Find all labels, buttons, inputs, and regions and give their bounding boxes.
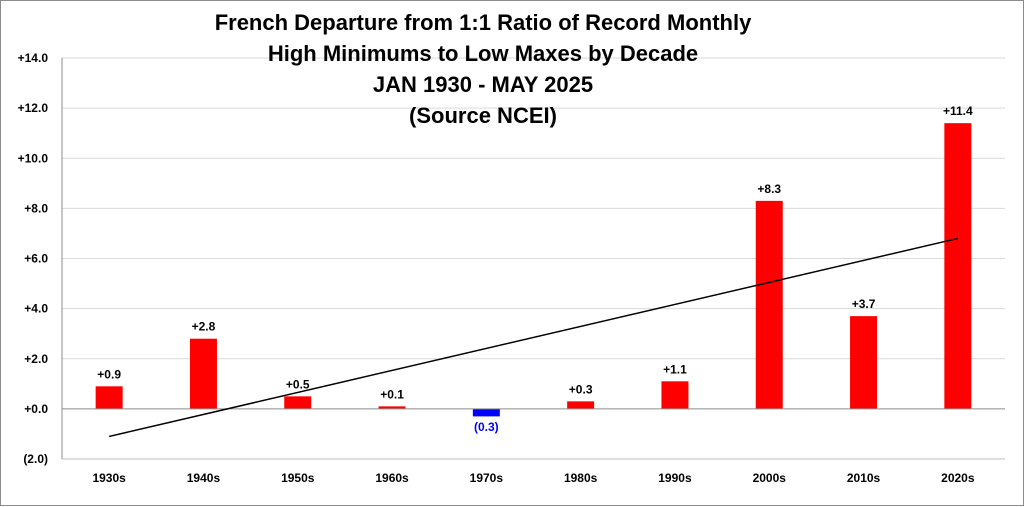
- bar-1980s: [567, 401, 595, 409]
- bar-1990s: [661, 381, 689, 409]
- x-tick-label: 1970s: [470, 471, 504, 485]
- trend-line: [108, 237, 959, 438]
- data-label-1950s: +0.5: [286, 377, 310, 391]
- y-tick-label: +12.0: [18, 101, 49, 115]
- x-tick-label: 1940s: [187, 471, 221, 485]
- title-line: French Departure from 1:1 Ratio of Recor…: [215, 10, 752, 35]
- y-tick-label: +14.0: [18, 51, 49, 65]
- title-line: (Source NCEI): [409, 103, 557, 128]
- y-tick-label: +10.0: [18, 151, 49, 165]
- axes: (2.0) +0.0 +2.0 +4.0 +6.0 +8.0 +10.0 +12.0 +14.0…: [18, 51, 1005, 485]
- data-labels: +0.9 +2.8 +0.5 +0.1 (0.3) +0.3 +1.1 +8.3 +3.7 +11…: [97, 104, 973, 434]
- bar-1930s: [95, 386, 123, 409]
- bar-2020s: [944, 123, 972, 409]
- x-tick-label: 1930s: [92, 471, 126, 485]
- y-tick-label: +0.0: [24, 402, 48, 416]
- y-tick-label: +2.0: [24, 352, 48, 366]
- chart-title: French Departure from 1:1 Ratio of Recor…: [215, 10, 752, 128]
- data-label-1980s: +0.3: [569, 382, 593, 396]
- bar-2010s: [850, 316, 878, 409]
- data-label-1990s: +1.1: [663, 362, 687, 376]
- x-tick-label: 2000s: [753, 471, 787, 485]
- title-line: High Minimums to Low Maxes by Decade: [268, 41, 698, 66]
- data-label-1970s: (0.3): [474, 420, 499, 434]
- data-label-2000s: +8.3: [757, 182, 781, 196]
- x-tick-label: 1950s: [281, 471, 315, 485]
- y-tick-label: +8.0: [24, 201, 48, 215]
- data-label-1930s: +0.9: [97, 367, 121, 381]
- bar-2000s: [755, 200, 783, 409]
- x-tick-label: 2020s: [941, 471, 975, 485]
- bar-1960s: [378, 406, 406, 409]
- y-tick-label: (2.0): [23, 452, 48, 466]
- trendline: [108, 237, 959, 438]
- bars: [95, 123, 972, 417]
- gridlines: [62, 57, 1005, 360]
- bar-1970s: [472, 408, 500, 417]
- y-tick-label: +4.0: [24, 302, 48, 316]
- bar-1940s: [189, 338, 217, 409]
- data-label-1940s: +2.8: [192, 320, 216, 334]
- bar-1950s: [284, 396, 312, 409]
- x-tick-label: 1980s: [564, 471, 598, 485]
- x-tick-label: 2010s: [847, 471, 881, 485]
- data-label-2020s: +11.4: [943, 104, 973, 118]
- data-label-2010s: +3.7: [852, 297, 876, 311]
- title-line: JAN 1930 - MAY 2025: [373, 72, 593, 97]
- y-tick-label: +6.0: [24, 252, 48, 266]
- data-label-1960s: +0.1: [380, 387, 404, 401]
- x-tick-label: 1960s: [375, 471, 409, 485]
- x-tick-label: 1990s: [658, 471, 692, 485]
